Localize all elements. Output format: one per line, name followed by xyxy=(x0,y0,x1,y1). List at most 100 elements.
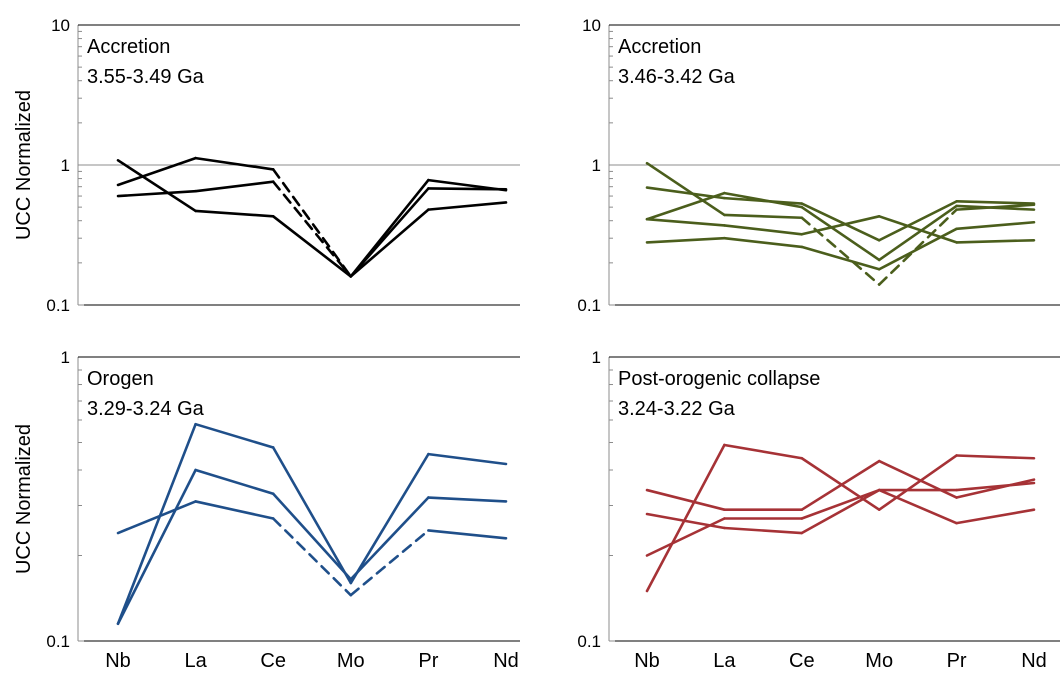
series-segment xyxy=(645,236,726,244)
series-segment xyxy=(800,488,881,535)
series-segment xyxy=(271,517,353,597)
y-tick-label: 10 xyxy=(582,16,601,35)
series-segment xyxy=(427,452,508,466)
panel-title-line: Post-orogenic collapse xyxy=(618,368,820,390)
y-tick-label: 1 xyxy=(61,348,70,367)
series-segment xyxy=(723,526,804,535)
chart-panel-1: 0.1 1 10 UCC Normalized Accretion 3.55-3.49 G… xyxy=(13,16,520,315)
series-segment xyxy=(427,529,508,540)
series-segment xyxy=(800,216,881,286)
series-segment xyxy=(349,496,430,581)
series-segment xyxy=(427,496,508,503)
series-segment xyxy=(800,459,881,511)
series-segment xyxy=(645,161,726,217)
series-line-4 xyxy=(645,481,1036,557)
series-segment xyxy=(116,156,197,187)
series-segment xyxy=(955,220,1036,231)
series-segment xyxy=(349,452,430,585)
panel-title-line: Accretion xyxy=(87,36,170,58)
x-category-label: Mo xyxy=(337,650,365,672)
x-category-label: Nb xyxy=(105,650,131,672)
x-category-label: La xyxy=(713,650,736,672)
series-line-5 xyxy=(645,220,1036,271)
y-axis-label: UCC Normalized xyxy=(13,424,35,574)
y-tick-label: 1 xyxy=(592,348,601,367)
x-category-label: Ce xyxy=(789,650,815,672)
x-category-label: Pr xyxy=(418,650,438,672)
y-tick-label: 0.1 xyxy=(577,296,601,315)
series-segment xyxy=(955,481,1036,492)
x-category-label: Ce xyxy=(260,650,286,672)
series-segment xyxy=(877,200,958,242)
series-line-4 xyxy=(645,215,1036,244)
y-tick-label: 1 xyxy=(592,156,601,175)
panel-title-line: Orogen xyxy=(87,368,154,390)
y-tick-label: 1 xyxy=(61,156,70,175)
series-segment xyxy=(877,227,958,271)
series-line-3 xyxy=(116,500,508,597)
series-segment xyxy=(645,488,726,511)
series-segment xyxy=(271,215,353,278)
series-segment xyxy=(800,215,881,236)
series-segment xyxy=(877,204,958,262)
series-segment xyxy=(271,492,353,581)
series-segment xyxy=(800,245,881,271)
series-segment xyxy=(271,180,353,278)
chart-panel-2: 0.1 1 10 Accretion 3.46-3.42 Ga xyxy=(577,16,1060,315)
series-segment xyxy=(349,208,430,278)
series-segment xyxy=(349,187,430,278)
y-axis-label: UCC Normalized xyxy=(13,90,35,240)
series-segment xyxy=(955,200,1036,205)
series-segment xyxy=(271,168,353,278)
series-line-3 xyxy=(645,191,1036,262)
series-segment xyxy=(645,217,726,227)
series-segment xyxy=(116,189,197,198)
series-segment xyxy=(116,468,197,626)
series-segment xyxy=(194,180,275,193)
series-line-1 xyxy=(116,422,508,626)
series-segment xyxy=(427,201,508,211)
series-segment xyxy=(800,205,881,262)
series-segment xyxy=(723,191,804,209)
series-line-2 xyxy=(116,159,508,278)
x-category-label: Nd xyxy=(1021,650,1047,672)
series-segment xyxy=(955,238,1036,244)
series-segment xyxy=(877,208,958,286)
panel-title-line: 3.55-3.49 Ga xyxy=(87,66,205,88)
series-segment xyxy=(877,454,958,511)
series-line-1 xyxy=(116,156,508,278)
series-segment xyxy=(723,213,804,220)
series-segment xyxy=(645,517,726,557)
series-segment xyxy=(194,422,275,449)
series-segment xyxy=(723,224,804,236)
series-segment xyxy=(955,508,1036,525)
series-line-2 xyxy=(645,186,1036,242)
y-tick-label: 0.1 xyxy=(577,632,601,651)
panel-title-line: 3.24-3.22 Ga xyxy=(618,398,736,420)
chart-panel-4: 0.1 1 Post-orogenic collapse 3.24-3.22 Ga Nb… xyxy=(577,348,1060,672)
y-tick-label: 0.1 xyxy=(46,296,70,315)
series-segment xyxy=(194,500,275,520)
x-category-label: La xyxy=(184,650,207,672)
series-segment xyxy=(800,202,881,242)
series-line-1 xyxy=(645,443,1036,593)
series-segment xyxy=(800,488,881,520)
chart-panel-3: 0.1 1 UCC Normalized Orogen 3.29-3.24 Ga Nb La… xyxy=(13,348,520,672)
y-tick-label: 10 xyxy=(51,16,70,35)
series-segment xyxy=(723,236,804,249)
series-segment xyxy=(271,446,353,585)
series-segment xyxy=(645,443,726,593)
series-segment xyxy=(427,187,508,191)
series-segment xyxy=(194,209,275,218)
x-category-label: Nd xyxy=(493,650,519,672)
series-line-2 xyxy=(116,468,508,626)
series-segment xyxy=(877,215,958,244)
series-segment xyxy=(955,478,1036,499)
x-category-label: Nb xyxy=(634,650,660,672)
series-line-3 xyxy=(116,180,508,278)
panel-title-line: 3.29-3.24 Ga xyxy=(87,398,205,420)
series-segment xyxy=(877,488,958,525)
series-segment xyxy=(723,443,804,460)
